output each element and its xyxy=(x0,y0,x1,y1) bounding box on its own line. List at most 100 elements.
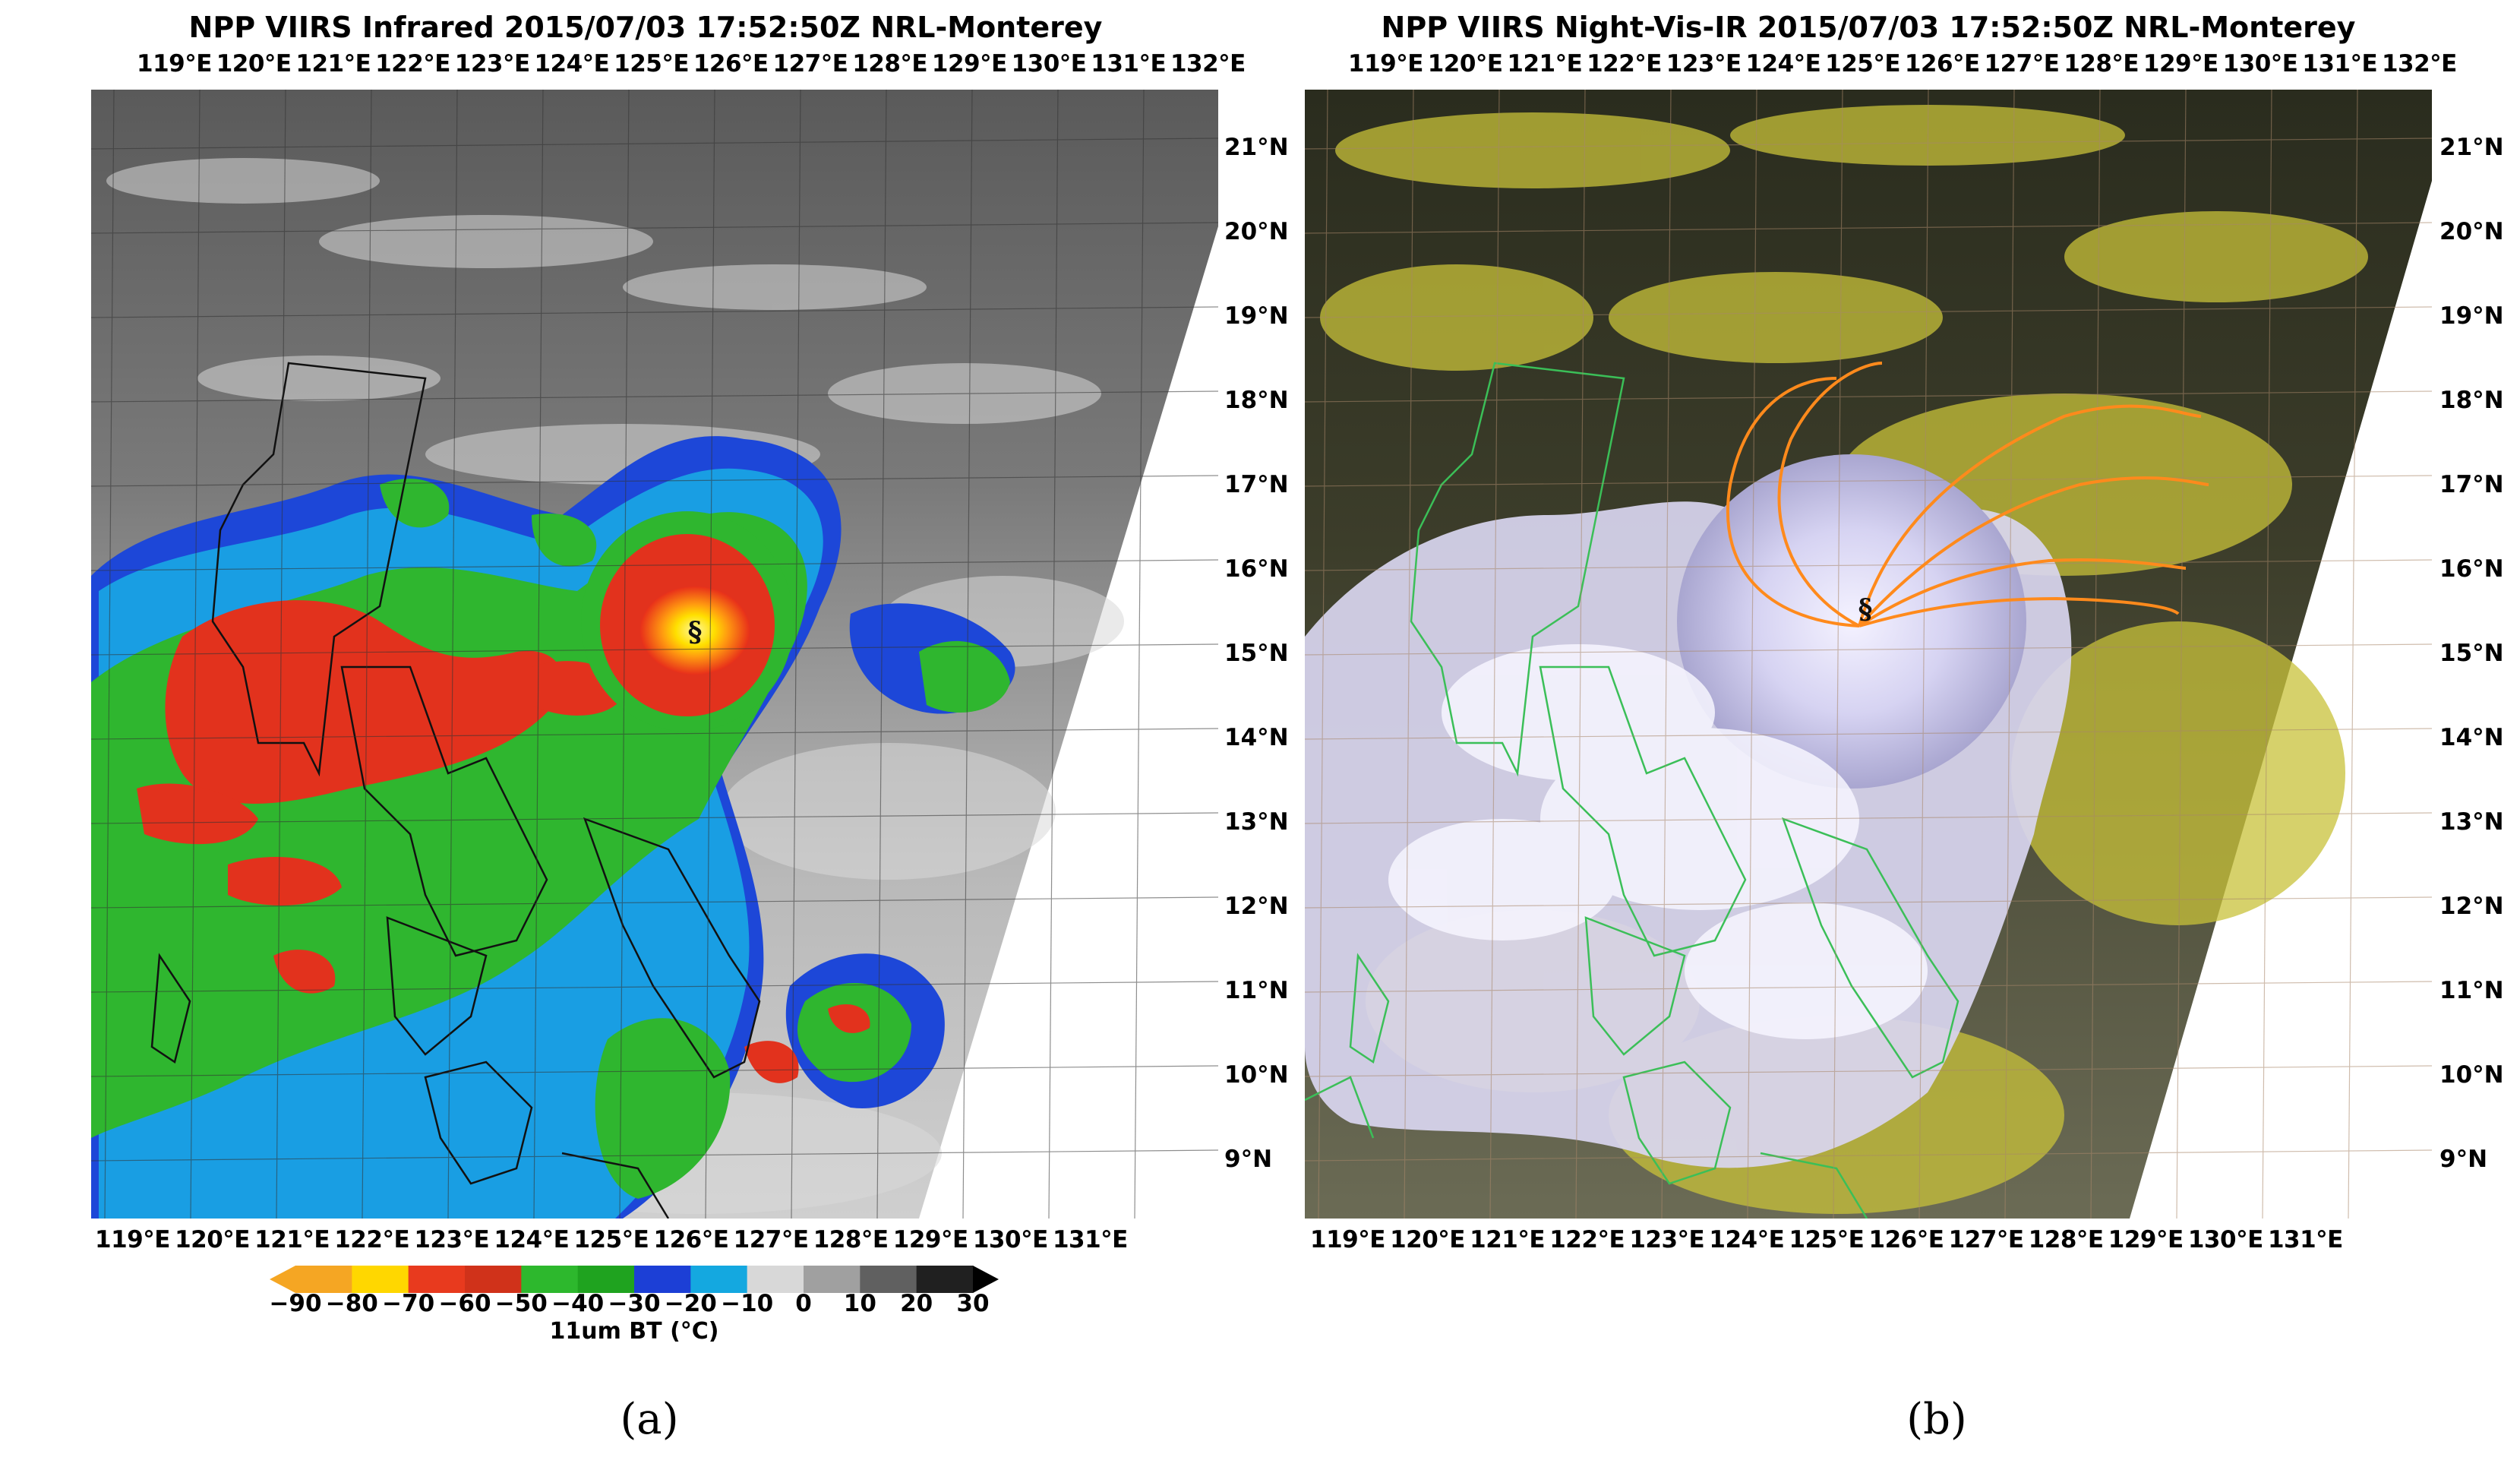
lon-label: 125°E xyxy=(1789,1226,1865,1253)
lat-label: 16°N xyxy=(1224,555,1289,583)
meridian-line xyxy=(791,90,801,1219)
colorbar-segment xyxy=(408,1266,466,1293)
lon-label: 122°E xyxy=(334,1226,410,1253)
panel-a-bottom-lon-labels: 119°E 120°E 121°E 122°E 123°E 124°E 125°E 126°E… xyxy=(95,1226,1219,1253)
panel-b-title: NPP VIIRS Night-Vis-IR 2015/07/03 17:52:… xyxy=(1381,11,2356,44)
meridian-line xyxy=(705,90,715,1219)
graticule xyxy=(91,90,1218,1219)
colorbar-tick-label: −60 xyxy=(438,1290,491,1317)
colorbar-segment xyxy=(577,1266,635,1293)
lat-label: 13°N xyxy=(1224,808,1289,836)
lon-label: 127°E xyxy=(1948,1226,2024,1253)
lon-label: 124°E xyxy=(494,1226,570,1253)
colorbar-segment xyxy=(352,1266,409,1293)
parallel-line xyxy=(91,559,1218,571)
lat-label: 19°N xyxy=(1224,302,1289,330)
lon-label: 125°E xyxy=(1825,50,1901,77)
lon-label: 122°E xyxy=(375,50,450,77)
colorbar-min-arrow xyxy=(270,1266,295,1293)
lon-label: 131°E xyxy=(2302,50,2378,77)
lon-label: 123°E xyxy=(454,50,530,77)
meridian-line xyxy=(104,90,115,1219)
meridian-line xyxy=(2348,90,2358,1219)
lon-label: 129°E xyxy=(2143,50,2218,77)
colorbar-tick-label: 30 xyxy=(956,1290,990,1317)
colorbar-segment xyxy=(804,1266,861,1293)
meridian-line xyxy=(1575,90,1586,1219)
lon-label: 119°E xyxy=(137,50,212,77)
panel-b-bottom-lon-labels: 119°E 120°E 121°E 122°E 123°E 124°E 125°E 126°E… xyxy=(1310,1226,2434,1253)
lat-label: 19°N xyxy=(2439,302,2504,330)
parallel-line xyxy=(91,222,1218,234)
lon-label: 120°E xyxy=(175,1226,250,1253)
lon-label: 120°E xyxy=(1390,1226,1465,1253)
spiral-rainband-overlay xyxy=(1726,362,2209,627)
meridian-line xyxy=(533,90,544,1219)
lon-label: 128°E xyxy=(852,50,928,77)
colorbar-segment xyxy=(690,1266,748,1293)
colorbar-tick-label: 0 xyxy=(795,1290,812,1317)
lon-label: 123°E xyxy=(414,1226,490,1253)
lat-label: 12°N xyxy=(1224,893,1289,920)
lon-label: 131°E xyxy=(1091,50,1167,77)
lon-label: 121°E xyxy=(254,1226,330,1253)
colorbar-tick-label: −80 xyxy=(325,1290,378,1317)
lon-label: 127°E xyxy=(733,1226,809,1253)
parallel-line xyxy=(1305,728,2432,740)
parallel-line xyxy=(91,390,1218,403)
lon-label: 121°E xyxy=(1507,50,1583,77)
colorbar-tick-label: −10 xyxy=(721,1290,774,1317)
lon-label: 130°E xyxy=(972,1226,1048,1253)
parallel-line xyxy=(91,728,1218,740)
lon-label: 121°E xyxy=(1470,1226,1546,1253)
parallel-line xyxy=(1305,222,2432,234)
meridian-line xyxy=(2004,90,2015,1219)
lat-label: 21°N xyxy=(2439,134,2504,161)
lon-label: 132°E xyxy=(2381,50,2457,77)
lat-label: 16°N xyxy=(2439,555,2504,583)
colorbar-segment xyxy=(465,1266,522,1293)
meridian-line xyxy=(1661,90,1672,1219)
colorbar-segment xyxy=(747,1266,804,1293)
lon-label: 128°E xyxy=(813,1226,889,1253)
lon-label: 122°E xyxy=(1587,50,1662,77)
meridian-line xyxy=(2090,90,2101,1219)
meridian-line xyxy=(362,90,372,1219)
meridian-line xyxy=(1747,90,1757,1219)
lat-label: 15°N xyxy=(1224,640,1289,667)
lat-label: 10°N xyxy=(1224,1061,1289,1089)
lat-label: 17°N xyxy=(1224,471,1289,498)
panel-a-title: NPP VIIRS Infrared 2015/07/03 17:52:50Z … xyxy=(188,11,1103,44)
lon-label: 126°E xyxy=(1904,50,1980,77)
parallel-line xyxy=(91,138,1218,150)
lon-label: 122°E xyxy=(1549,1226,1625,1253)
parallel-line xyxy=(91,812,1218,824)
meridian-line xyxy=(447,90,458,1219)
bright-cloud-patches xyxy=(1388,644,1928,1039)
lon-label: 127°E xyxy=(1984,50,2060,77)
colorbar-tick-label: 10 xyxy=(843,1290,876,1317)
lat-label: 9°N xyxy=(1224,1146,1273,1173)
lon-label: 124°E xyxy=(534,50,610,77)
lat-label: 17°N xyxy=(2439,471,2504,498)
lon-label: 120°E xyxy=(1427,50,1503,77)
lon-label: 124°E xyxy=(1745,50,1821,77)
lon-label: 119°E xyxy=(1348,50,1423,77)
meridian-line xyxy=(619,90,630,1219)
meridian-line xyxy=(1318,90,1328,1219)
lon-label: 126°E xyxy=(1868,1226,1944,1253)
parallel-line xyxy=(91,896,1218,909)
parallel-line xyxy=(1305,306,2432,318)
parallel-line xyxy=(1305,643,2432,656)
meridian-line xyxy=(1918,90,1929,1219)
meridian-line xyxy=(2176,90,2187,1219)
lon-label: 125°E xyxy=(573,1226,649,1253)
panel-a-caption: (a) xyxy=(620,1395,679,1444)
panel-a-top-lon-labels: 119°E 120°E 121°E 122°E 123°E 124°E 125°E 126°E… xyxy=(137,50,1261,77)
lon-label: 126°E xyxy=(693,50,769,77)
lon-label: 126°E xyxy=(653,1226,729,1253)
parallel-line xyxy=(1305,138,2432,150)
lon-label: 123°E xyxy=(1629,1226,1705,1253)
colorbar-segment xyxy=(634,1266,691,1293)
lat-label: 15°N xyxy=(2439,640,2504,667)
